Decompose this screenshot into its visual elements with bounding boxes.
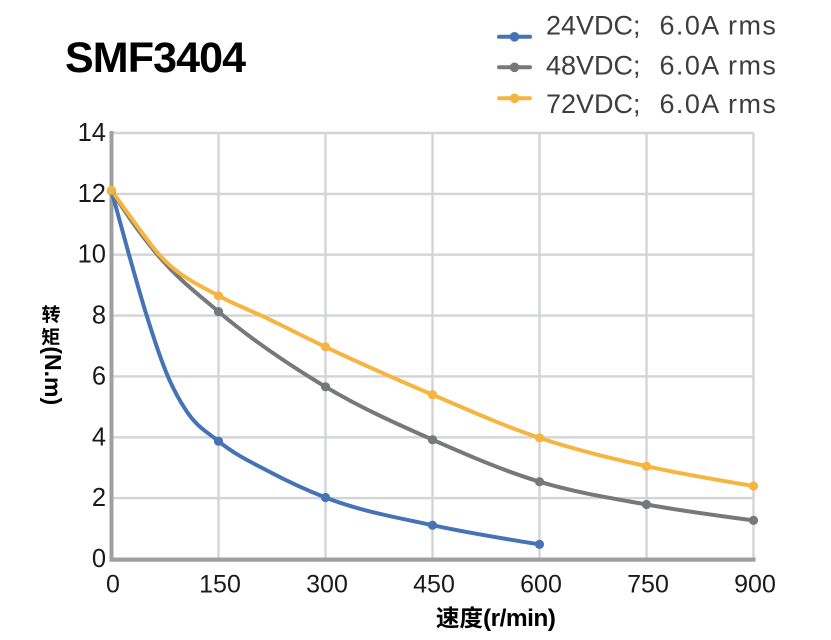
svg-text:0: 0	[106, 571, 120, 599]
svg-text:300: 300	[306, 571, 348, 599]
svg-text:450: 450	[413, 571, 455, 599]
svg-text:6.0A rms: 6.0A rms	[660, 10, 778, 40]
svg-text:10: 10	[78, 241, 106, 269]
svg-text:;: ;	[633, 89, 641, 119]
svg-text:600: 600	[520, 571, 562, 599]
svg-text:14: 14	[78, 119, 106, 147]
svg-text:;: ;	[633, 10, 641, 40]
svg-text:4: 4	[92, 423, 106, 451]
svg-text:72VDC: 72VDC	[546, 89, 633, 119]
svg-text:8: 8	[92, 302, 106, 330]
svg-text:0: 0	[92, 545, 106, 573]
svg-text:750: 750	[627, 571, 669, 599]
svg-text:48VDC: 48VDC	[546, 51, 633, 81]
svg-text:900: 900	[734, 571, 776, 599]
svg-text:(r/min): (r/min)	[483, 605, 555, 632]
svg-text:2: 2	[92, 484, 106, 512]
svg-text:12: 12	[78, 180, 106, 208]
svg-text:150: 150	[199, 571, 241, 599]
svg-text:24VDC: 24VDC	[546, 10, 633, 40]
svg-text:6.0A rms: 6.0A rms	[660, 89, 778, 119]
svg-text:SMF3404: SMF3404	[65, 34, 246, 82]
svg-text:;: ;	[633, 51, 641, 81]
svg-text:6: 6	[92, 362, 106, 390]
svg-text:(N.m): (N.m)	[40, 346, 66, 405]
svg-text:6.0A rms: 6.0A rms	[660, 51, 778, 81]
